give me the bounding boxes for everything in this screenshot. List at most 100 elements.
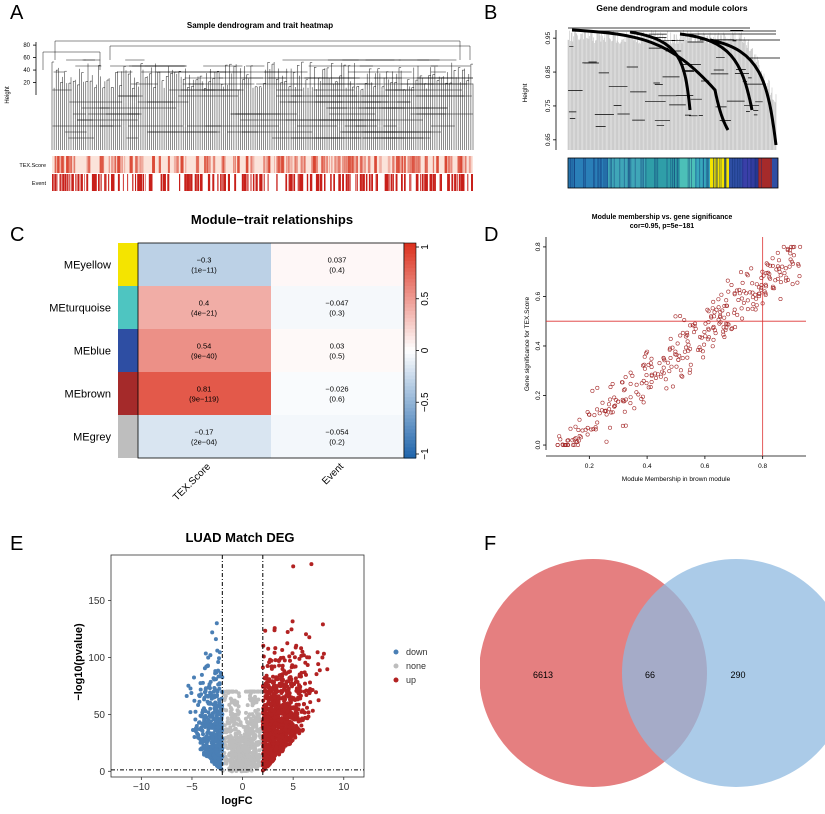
chart-e-point [237, 730, 242, 735]
chart-c-legend-band [404, 332, 416, 337]
chart-d-ytick-label: 0.4 [535, 341, 542, 350]
chart-e-point [300, 728, 305, 733]
chart-d-point [778, 280, 783, 285]
chart-e-point [256, 754, 261, 759]
chart-e-point [278, 710, 283, 715]
chart-c-legend-band [404, 404, 416, 409]
chart-e-point [226, 728, 231, 733]
chart-e-point [210, 737, 215, 742]
chart-e-point [252, 689, 257, 694]
chart-e-point [295, 697, 300, 702]
chart-e-point [265, 711, 270, 716]
chart-d-point [738, 270, 743, 275]
chart-e-point [214, 728, 219, 733]
chart-e-point [275, 699, 280, 704]
chart-d-ytick-label: 0.8 [535, 242, 542, 251]
chart-e-point [280, 663, 285, 668]
chart-e-point [218, 670, 223, 675]
chart-b-module-colorbar [567, 157, 779, 189]
chart-e-point [230, 750, 234, 755]
chart-c-legend-band [404, 329, 416, 334]
chart-d-point [789, 259, 794, 264]
chart-d-point [736, 298, 741, 303]
chart-c-cell-pvalue: (0.4) [329, 266, 345, 275]
chart-a-dendrogram-branches [42, 40, 474, 150]
chart-e-point [290, 695, 294, 700]
chart-b-module-segment [608, 158, 645, 188]
chart-c-cell [138, 286, 271, 329]
chart-d-point [628, 370, 633, 375]
chart-e-point [275, 677, 280, 682]
chart-d-point [577, 417, 582, 422]
chart-e-point [317, 668, 322, 673]
chart-e-point [238, 753, 243, 758]
chart-a-ylabel: Height [5, 86, 11, 104]
chart-e-point [220, 746, 225, 751]
chart-d-point [623, 423, 628, 428]
chart-d-point [797, 274, 802, 279]
chart-d-point [685, 330, 690, 335]
chart-e-point [290, 619, 295, 624]
chart-e-point [237, 694, 242, 699]
chart-e-point [193, 709, 198, 714]
chart-e-point [272, 708, 277, 713]
chart-d-point [580, 428, 585, 433]
chart-c-legend-band [404, 257, 416, 262]
chart-e-point [214, 750, 219, 755]
chart-e-point [208, 714, 213, 719]
chart-e-point [293, 735, 298, 740]
chart-c-cell-pvalue: (9e−119) [189, 395, 219, 404]
chart-e-point [203, 725, 207, 729]
chart-e-point [203, 737, 208, 742]
chart-e-legend-swatch [393, 677, 399, 683]
chart-d-point [790, 261, 795, 266]
chart-b-dense-clusters [571, 28, 778, 146]
chart-e-point [279, 704, 284, 709]
chart-e-point [205, 719, 210, 724]
chart-e-point [246, 741, 251, 746]
chart-d-point [710, 306, 715, 311]
chart-e-point [308, 687, 313, 691]
chart-e-point [289, 627, 294, 632]
chart-b-module-segment [772, 158, 778, 188]
chart-e-point [200, 708, 205, 713]
chart-e-point [212, 677, 217, 682]
chart-d-ylabel: Gene significance for TEX.Score [524, 297, 531, 392]
chart-e-point [289, 665, 294, 670]
chart-d-point [692, 330, 697, 335]
chart-d-point [726, 289, 731, 294]
chart-c-legend-band [404, 271, 416, 276]
chart-d-point [764, 261, 769, 266]
chart-d-point [597, 411, 602, 416]
chart-e-point [314, 690, 318, 695]
chart-d-point [745, 273, 750, 278]
chart-e-point [263, 628, 268, 633]
chart-d-point [639, 381, 644, 386]
chart-d-point [560, 442, 565, 447]
chart-d-point [716, 305, 721, 310]
chart-b-module-segment [758, 158, 772, 188]
chart-e-point [212, 686, 217, 690]
chart-d-point [705, 307, 710, 312]
chart-d-point [607, 402, 612, 407]
chart-c-cell-value: 0.4 [199, 299, 209, 308]
chart-e-point [290, 706, 295, 710]
chart-d-point [595, 420, 600, 425]
chart-c-legend-band [404, 447, 416, 452]
chart-e-point [285, 709, 290, 714]
chart-e-point [186, 683, 191, 688]
chart-d-point [754, 303, 759, 308]
chart-e-point [216, 756, 221, 761]
chart-d-point [740, 280, 745, 285]
chart-c-cell [271, 286, 404, 329]
chart-d-point [730, 326, 735, 331]
chart-d-point [714, 307, 719, 312]
chart-e-point [304, 672, 308, 677]
chart-d-point [572, 437, 577, 442]
chart-d-point [642, 354, 647, 359]
chart-e-point [234, 689, 239, 694]
chart-c-legend-band [404, 389, 416, 395]
chart-d-point [572, 442, 577, 447]
chart-c-legend-band [404, 354, 416, 359]
chart-d-point [796, 262, 801, 267]
